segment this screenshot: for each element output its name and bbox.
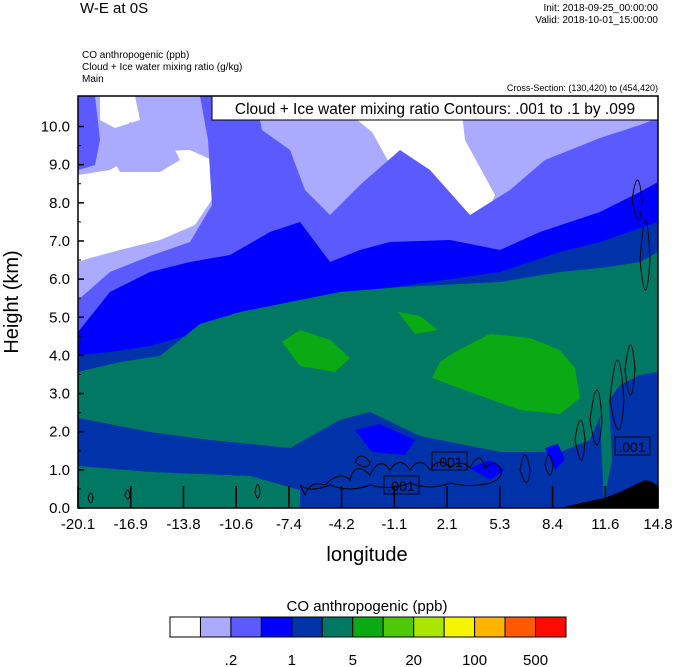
y-tick-label: 1.0 [49, 462, 70, 479]
field-label-cloud: Cloud + Ice water mixing ratio (g/kg) [82, 62, 243, 73]
plot-title: W-E at 0S [80, 0, 149, 17]
colorbar-swatch [413, 616, 445, 638]
co-band-blue-low-2 [470, 460, 505, 480]
overlay-title-box: Cloud + Ice water mixing ratio Contours:… [211, 95, 659, 121]
colorbar-swatch [230, 616, 262, 638]
x-tick-label: -10.6 [219, 516, 253, 533]
co-field: .001 .001 .001 [78, 96, 658, 508]
colorbar-label: 5 [349, 652, 357, 667]
y-axis-label: Height (km) [1, 250, 23, 353]
y-tick-label: 2.0 [49, 424, 70, 441]
plot-frame [77, 95, 659, 509]
overlay-title: Cloud + Ice water mixing ratio Contours:… [235, 101, 635, 118]
x-tick-label: -7.4 [276, 516, 302, 533]
colorbar-label: 20 [405, 652, 422, 667]
colorbar-swatch [169, 616, 201, 638]
colorbar-swatch [199, 616, 232, 638]
y-tick-label: 5.0 [49, 309, 70, 326]
colorbar-swatch [260, 616, 293, 638]
co-band-green-3 [432, 334, 580, 414]
colorbar-title: CO anthropogenic (ppb) [287, 598, 448, 615]
y-tick-label: 3.0 [49, 386, 70, 403]
colorbar-swatch [352, 616, 384, 638]
x-tick-label: -20.1 [61, 516, 95, 533]
co-band-green-2 [398, 312, 438, 334]
valid-time: Valid: 2018-10-01_15:00:00 [535, 15, 658, 26]
colorbar-swatch [535, 616, 567, 638]
co-band-light-mid [108, 122, 180, 172]
y-tick-label: 0.0 [49, 500, 70, 517]
co-band-white-topleft [100, 96, 140, 128]
axes: 0.0 1.0 2.0 3.0 4.0 5.0 6.0 7.0 8.0 9.0 10.0 -20.1 -… [41, 119, 673, 533]
x-axis-label: longitude [326, 544, 407, 566]
terrain [560, 480, 658, 508]
svg-text:.001: .001 [387, 478, 414, 494]
colorbar-label: 1 [288, 652, 296, 667]
colorbar: .2 1 5 20 100 500 [169, 616, 567, 667]
y-tick-label: 8.0 [49, 195, 70, 212]
co-band-teal-column [600, 380, 612, 500]
colorbar-label: 100 [462, 652, 487, 667]
y-tick-label: 10.0 [41, 119, 70, 136]
x-tick-label: 14.8 [643, 516, 672, 533]
colorbar-swatch [321, 616, 354, 638]
contour-label-3: .001 [614, 436, 651, 456]
colorbar-label: .2 [225, 652, 238, 667]
co-band-medium-topleft [78, 96, 100, 170]
colorbar-label: 500 [523, 652, 548, 667]
x-tick-label: 5.3 [489, 516, 510, 533]
x-tick-label: -1.1 [381, 516, 407, 533]
co-band-white-left [78, 150, 215, 262]
y-tick-label: 6.0 [49, 271, 70, 288]
x-tick-label: -13.8 [166, 516, 200, 533]
x-tick-label: 11.6 [591, 516, 619, 533]
contour-line [574, 389, 603, 461]
x-tick-label: -16.9 [114, 516, 148, 533]
y-tick-label: 7.0 [49, 233, 70, 250]
contour-label-1: .001 [383, 475, 420, 495]
co-band-blue-low-1 [355, 424, 415, 455]
y-tick-label: 4.0 [49, 347, 70, 364]
contour-label-2: .001 [431, 451, 468, 471]
contour-line [609, 344, 636, 431]
svg-text:.001: .001 [435, 454, 462, 470]
field-label-main: Main [82, 74, 104, 85]
contour-line [354, 455, 371, 468]
colorbar-swatch [474, 616, 506, 638]
svg-text:.001: .001 [618, 439, 645, 455]
y-tick-label: 9.0 [49, 157, 70, 174]
co-band-blue-low-3 [545, 444, 565, 470]
colorbar-swatch [382, 616, 415, 638]
contour-line [631, 179, 651, 291]
cross-section-label: Cross-Section: (130,420) to (454,420) [506, 83, 658, 93]
field-label-co: CO anthropogenic (ppb) [82, 50, 190, 61]
x-tick-label: 8.4 [542, 516, 563, 533]
x-tick-label: 2.1 [437, 516, 458, 533]
init-time: Init: 2018-09-25_00:00:00 [543, 3, 658, 14]
colorbar-swatch [291, 616, 323, 638]
co-band-green-1 [282, 330, 350, 372]
x-tick-label: -4.2 [329, 516, 355, 533]
contour-line [519, 454, 554, 483]
colorbar-swatch [504, 616, 537, 638]
colorbar-swatch [443, 616, 476, 638]
